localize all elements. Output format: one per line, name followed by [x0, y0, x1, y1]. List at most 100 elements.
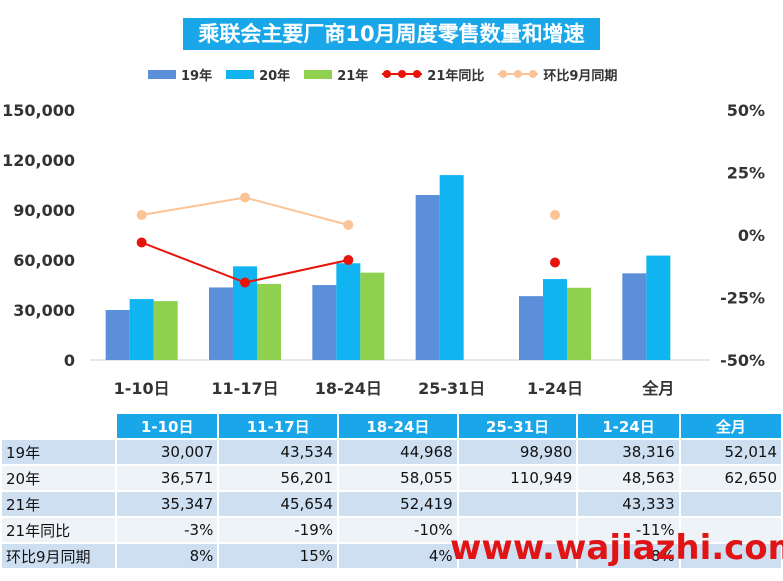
y-left-tick-label: 0 — [64, 351, 75, 370]
table-header-row: 1-10日 11-17日 18-24日 25-31日 1-24日 全月 — [2, 414, 781, 438]
bar-19年 — [519, 296, 543, 360]
table-cell: 62,650 — [680, 466, 781, 490]
bar-19年 — [209, 287, 233, 360]
legend-label-yoy: 21年同比 — [427, 68, 485, 84]
table-corner — [2, 414, 115, 438]
bar-21年 — [360, 272, 385, 360]
x-tick-label: 25-31日 — [418, 379, 485, 398]
table-header-cell: 18-24日 — [339, 414, 457, 438]
table-header-cell: 11-17日 — [219, 414, 338, 438]
bar-20年 — [646, 255, 671, 360]
data-table: 1-10日 11-17日 18-24日 25-31日 1-24日 全月 19年 … — [0, 412, 783, 570]
table-cell: 45,654 — [219, 492, 338, 516]
table-header-cell: 1-10日 — [117, 414, 218, 438]
bar-21年 — [257, 283, 281, 360]
y-right-tick-label: -50% — [720, 351, 765, 370]
legend-label-21: 21年 — [337, 68, 369, 84]
bar-19年 — [415, 195, 440, 360]
bar-20年 — [439, 175, 464, 360]
table-cell — [680, 492, 781, 516]
watermark-text: www.wajiazhi.com — [450, 528, 783, 568]
table-row-20: 20年 36,571 56,201 58,055 110,949 48,563 … — [2, 466, 781, 490]
x-tick-label: 1-10日 — [114, 379, 170, 398]
table-cell: 35,347 — [117, 492, 218, 516]
y-right-tick-label: 25% — [727, 164, 765, 183]
chart-area: 乘联会主要厂商10月周度零售数量和增速 19年 20年 21年 21年同比 — [2, 18, 765, 398]
table-cell: -11% — [578, 518, 679, 542]
table-cell: 110,949 — [458, 466, 577, 490]
legend-line-mom — [498, 70, 539, 78]
x-tick-label: 1-24日 — [527, 379, 583, 398]
point-21年同比 — [343, 255, 354, 265]
bar-20年 — [336, 263, 361, 360]
bar-21年 — [567, 287, 591, 360]
bar-20年 — [129, 299, 154, 360]
table-row-mom: 环比9月同期 8% 15% 4% 8% — [2, 544, 781, 568]
y-right-tick-label: 0% — [738, 226, 765, 245]
table-cell: 4% — [339, 544, 457, 568]
table-cell: 8% — [578, 544, 679, 568]
bar-19年 — [312, 285, 337, 360]
y-left-tick-label: 150,000 — [2, 101, 75, 120]
bar-19年 — [105, 309, 130, 360]
bar-19年 — [622, 273, 647, 360]
legend-item-mom: 环比9月同期 — [498, 65, 617, 84]
point-21年同比 — [136, 237, 147, 248]
table-cell: 48,563 — [578, 466, 679, 490]
y-left-tick-label: 120,000 — [2, 151, 75, 170]
chart-plot: 0 30,000 60,000 90,000 120,000 150,000 -50% -25… — [2, 101, 765, 398]
legend-label-19: 19年 — [181, 68, 213, 84]
x-tick-label: 11-17日 — [211, 379, 278, 398]
legend-item-19: 19年 — [148, 65, 212, 84]
legend-swatch-19 — [148, 69, 176, 79]
table-cell: 44,968 — [339, 440, 457, 464]
table-cell — [458, 544, 577, 568]
chart-title: 乘联会主要厂商10月周度零售数量和增速 — [183, 18, 600, 50]
table-cell: 98,980 — [458, 440, 577, 464]
point-环比9月同期 — [136, 210, 147, 220]
point-环比9月同期 — [550, 210, 560, 220]
table-cell: 58,055 — [339, 466, 457, 490]
table-cell: 36,571 — [117, 466, 218, 490]
table-row-21: 21年 35,347 45,654 52,419 43,333 — [2, 492, 781, 516]
row-label: 19年 — [2, 440, 115, 464]
legend-line-yoy — [382, 70, 423, 78]
row-label: 21年 — [2, 492, 115, 516]
legend-item-21: 21年 — [304, 65, 368, 84]
table-row-19: 19年 30,007 43,534 44,968 98,980 38,316 5… — [2, 440, 781, 464]
point-环比9月同期 — [343, 220, 354, 230]
table-cell: 56,201 — [219, 466, 338, 490]
table-header-cell: 全月 — [680, 414, 781, 438]
x-tick-label: 18-24日 — [315, 379, 382, 398]
y-right-tick-label: -25% — [720, 289, 765, 308]
legend-item-20: 20年 — [226, 65, 290, 84]
table-cell — [458, 518, 577, 542]
table-cell: 43,534 — [219, 440, 338, 464]
table-row-yoy: 21年同比 -3% -19% -10% -11% — [2, 518, 781, 542]
y-left-tick-label: 30,000 — [13, 301, 75, 320]
table-cell — [680, 544, 781, 568]
table-cell: -19% — [219, 518, 338, 542]
point-21年同比 — [240, 277, 250, 288]
table-cell: 38,316 — [578, 440, 679, 464]
row-label: 20年 — [2, 466, 115, 490]
y-left-tick-label: 60,000 — [13, 251, 75, 270]
table-cell: 30,007 — [117, 440, 218, 464]
bar-20年 — [543, 279, 567, 360]
table-header-cell: 25-31日 — [458, 414, 577, 438]
table-cell: -10% — [339, 518, 457, 542]
table-cell: 43,333 — [578, 492, 679, 516]
table-cell — [458, 492, 577, 516]
x-tick-label: 全月 — [641, 379, 674, 398]
y-right-tick-label: 50% — [727, 101, 765, 120]
legend-label-20: 20年 — [259, 68, 291, 84]
table-cell: 52,014 — [680, 440, 781, 464]
table-cell — [680, 518, 781, 542]
table-cell: -3% — [117, 518, 218, 542]
y-left-tick-label: 90,000 — [13, 201, 75, 220]
table-cell: 52,419 — [339, 492, 457, 516]
bar-21年 — [153, 301, 178, 360]
table-cell: 8% — [117, 544, 218, 568]
legend-swatch-21 — [304, 69, 333, 79]
legend-label-mom: 环比9月同期 — [543, 68, 618, 84]
